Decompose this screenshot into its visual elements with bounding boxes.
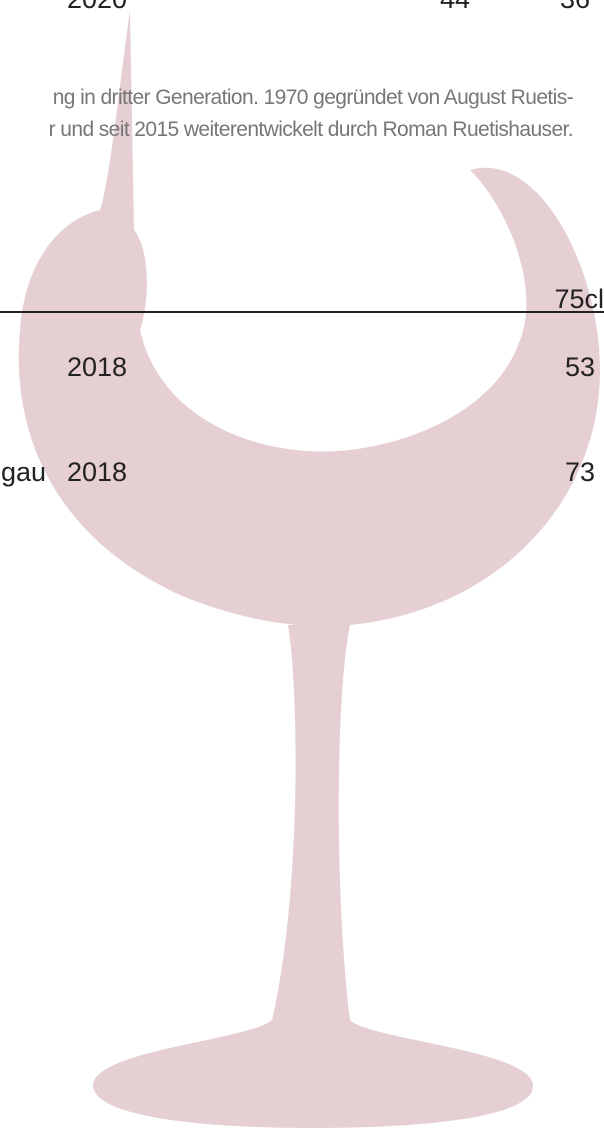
intro-line: ng in dritter Generation. 1970 gegründet… [53, 86, 573, 110]
intro-line: r und seit 2015 weiterentwickelt durch R… [49, 118, 573, 142]
size-header: 75cl [554, 286, 604, 313]
year: 2018 [67, 459, 127, 486]
year: 2020 [67, 0, 127, 13]
year: 2018 [67, 354, 127, 381]
wine-glass [0, 0, 604, 1128]
header-rule [0, 311, 604, 313]
price: 53 [565, 354, 595, 381]
price: 44 [440, 0, 470, 13]
page: 2020 44 36 ng in dritter Generation. 197… [0, 0, 604, 1128]
price: 36 [560, 0, 590, 13]
wine-name: gau [1, 459, 46, 486]
price: 73 [565, 459, 595, 486]
